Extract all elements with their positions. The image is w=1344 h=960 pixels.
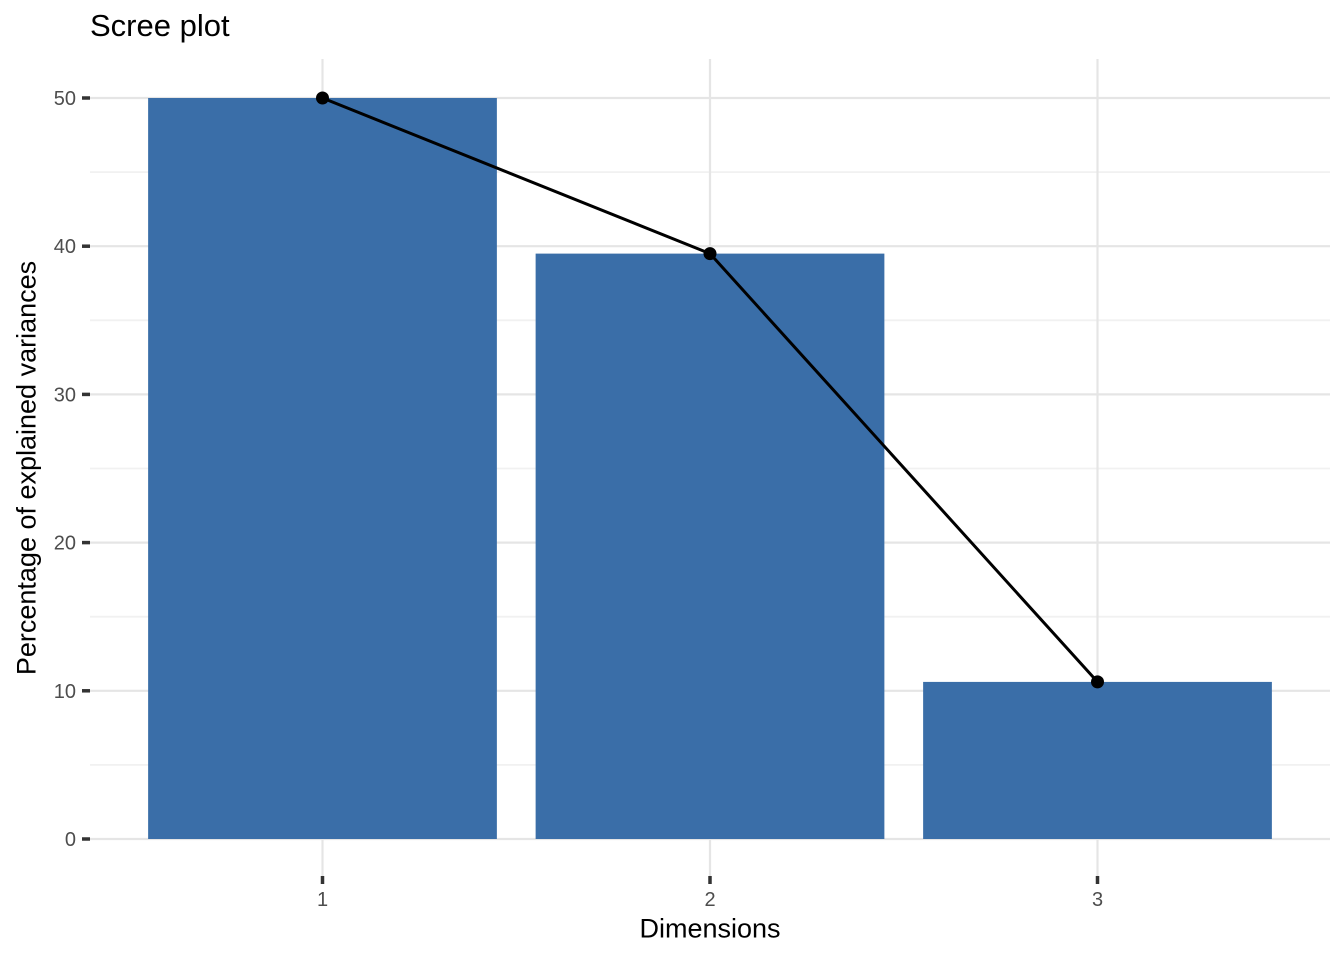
y-tick-label: 50 [54, 88, 76, 110]
scree-point [316, 91, 329, 105]
y-axis-title: Percentage of explained variances [11, 260, 42, 676]
chart-title: Scree plot [90, 8, 230, 43]
y-tick-label: 40 [54, 236, 76, 258]
x-tick-label: 1 [317, 889, 328, 911]
scree-point [1091, 675, 1104, 689]
y-tick-label: 0 [65, 829, 76, 851]
x-axis-title: Dimensions [639, 913, 781, 944]
y-tick-label: 10 [54, 681, 76, 703]
y-tick-label: 30 [54, 384, 76, 406]
variance-bar [535, 253, 885, 840]
y-tick-label: 20 [54, 533, 76, 555]
x-tick-label: 2 [704, 889, 715, 911]
variance-bar [923, 681, 1272, 839]
variance-bar [148, 98, 497, 839]
scree-point [703, 247, 717, 261]
x-tick-label: 3 [1092, 889, 1103, 911]
